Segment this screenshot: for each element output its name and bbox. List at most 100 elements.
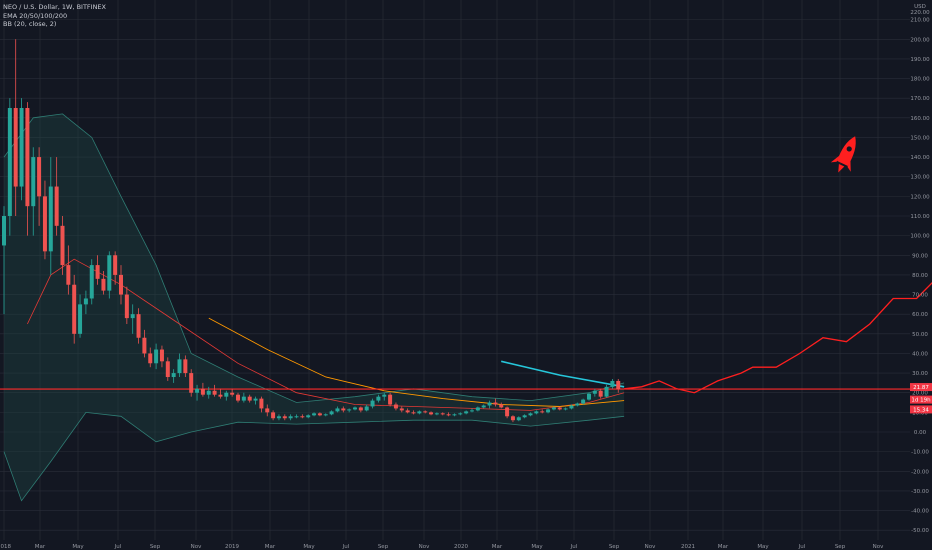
- candle-body: [528, 413, 533, 416]
- time-tick-label: Jul: [570, 544, 578, 550]
- time-tick-label: Nov: [419, 544, 430, 550]
- candle-body: [171, 373, 176, 378]
- price-label: 15.34: [913, 407, 929, 413]
- price-tick-label: -40.00: [911, 509, 929, 515]
- candle-body: [575, 403, 580, 406]
- candle-body: [241, 396, 246, 401]
- ema-line: [208, 317, 625, 407]
- candle-body: [434, 413, 439, 415]
- axis-currency: USD: [914, 4, 926, 10]
- candle-body: [124, 294, 129, 319]
- time-tick-label: Sep: [150, 544, 161, 550]
- time-tick-label: Jul: [798, 544, 806, 550]
- candle-body: [353, 407, 357, 410]
- price-tick-label: 110.00: [910, 214, 930, 220]
- candle-body: [54, 186, 59, 226]
- candle-body: [113, 255, 118, 275]
- price-tick-label: -30.00: [911, 489, 929, 495]
- time-tick-label: May: [303, 544, 315, 550]
- candle-body: [312, 413, 317, 416]
- price-tick-label: 20.00: [912, 391, 928, 397]
- candle-body: [42, 196, 47, 252]
- candle-body: [341, 408, 346, 411]
- price-tick-label: 160.00: [910, 116, 930, 122]
- candle-body: [423, 411, 428, 413]
- time-tick-label: Nov: [873, 544, 884, 550]
- candle-body: [60, 225, 65, 266]
- candle-body: [294, 416, 299, 418]
- price-tick-label: 190.00: [910, 57, 930, 63]
- projection-line: [624, 282, 932, 394]
- price-tick-label: 30.00: [912, 371, 928, 377]
- legend-ema[interactable]: EMA 20/50/100/200: [3, 11, 68, 20]
- candle-body: [159, 349, 164, 362]
- candle-body: [458, 413, 463, 415]
- candle-body: [493, 402, 498, 405]
- candle-body: [475, 407, 480, 411]
- time-tick-label: May: [757, 544, 769, 550]
- price-label-bg: [910, 395, 932, 404]
- time-tick-label: Nov: [191, 544, 202, 550]
- candle-body: [592, 390, 597, 394]
- rocket-body: [837, 136, 856, 166]
- candle-body: [165, 361, 170, 378]
- candle-body: [130, 314, 135, 319]
- rocket-window: [846, 146, 852, 152]
- price-label-bg: [910, 405, 932, 414]
- candle-body: [183, 359, 188, 374]
- axis-top-label: 220.00: [910, 10, 930, 16]
- candle-body: [358, 407, 363, 411]
- legend-symbol[interactable]: NEO / U.S. Dollar, 1W, BITFINEX: [3, 3, 106, 11]
- price-label: 1d 19h: [911, 398, 931, 404]
- price-tick-label: 200.00: [910, 37, 930, 43]
- bb-fill: [4, 113, 625, 501]
- candle-body: [393, 404, 398, 409]
- price-tick-label: 210.00: [910, 18, 930, 24]
- candle-body: [487, 402, 492, 406]
- candle-body: [189, 373, 194, 393]
- candle-body: [224, 392, 229, 397]
- candle-body: [212, 390, 217, 395]
- candle-body: [388, 394, 393, 405]
- price-label: 21.87: [913, 385, 929, 391]
- candle-body: [510, 416, 515, 421]
- candle-body: [101, 278, 106, 291]
- rocket-flame: [838, 163, 845, 173]
- time-tick-label: Mar: [492, 544, 503, 550]
- candle-body: [581, 399, 586, 404]
- candle-body: [259, 398, 264, 409]
- candle-body: [546, 409, 551, 413]
- price-tick-label: 50.00: [912, 332, 928, 338]
- candle-body: [72, 284, 77, 334]
- time-tick-label: Sep: [609, 544, 620, 550]
- candle-body: [142, 337, 147, 354]
- time-tick-label: 2018: [0, 544, 11, 550]
- projection-path[interactable]: [624, 145, 932, 394]
- candle-body: [323, 414, 328, 416]
- time-tick-label: Sep: [378, 544, 389, 550]
- price-tick-label: 140.00: [910, 155, 930, 161]
- candle-body: [7, 108, 12, 216]
- candle-body: [95, 265, 100, 279]
- candle-body: [206, 390, 211, 395]
- candle-body: [569, 405, 574, 409]
- legend-bb[interactable]: BB (20, close, 2): [3, 20, 57, 28]
- candle-body: [499, 404, 504, 408]
- ema-line: [501, 360, 625, 388]
- candle-body: [282, 416, 287, 419]
- candle-body: [236, 394, 240, 401]
- candle-body: [66, 265, 71, 285]
- time-tick-label: Sep: [835, 544, 846, 550]
- candle-body: [247, 396, 252, 401]
- candle-body: [505, 407, 510, 417]
- time-axis[interactable]: 2018 Mar May Jul Sep Nov 2019 Mar May Jul Sep Nov 20…: [0, 544, 884, 550]
- candle-body: [481, 405, 486, 408]
- candle-body: [610, 380, 615, 387]
- candle-body: [335, 408, 340, 412]
- price-tick-label: 40.00: [912, 351, 928, 357]
- price-tick-label: -20.00: [911, 469, 929, 475]
- candle-body: [598, 390, 603, 397]
- candle-body: [48, 186, 53, 252]
